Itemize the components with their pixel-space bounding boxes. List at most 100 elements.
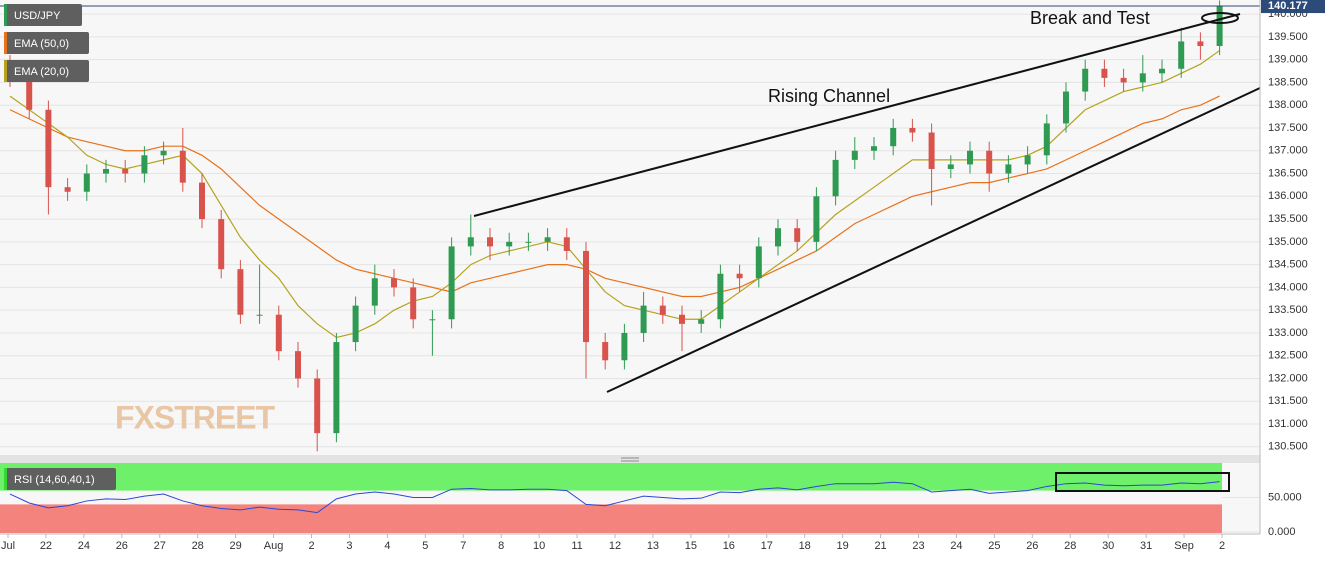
candle-body (467, 237, 474, 247)
legend-box[interactable] (4, 468, 116, 490)
candle-body (1082, 68, 1089, 92)
candle-body (755, 246, 762, 279)
y-tick-label: 134.500 (1268, 259, 1308, 271)
candle-body (429, 319, 436, 321)
candle-body (1216, 6, 1223, 47)
x-tick-label: 3 (346, 540, 352, 552)
x-tick-label: 24 (950, 540, 962, 552)
x-tick-label: Aug (264, 540, 284, 552)
candle-body (83, 173, 90, 192)
candle-body (1063, 91, 1069, 124)
candle-body (391, 278, 397, 288)
candle-body (525, 241, 532, 243)
x-tick-label: 15 (685, 540, 697, 552)
x-tick-label: 11 (571, 540, 582, 552)
candle-body (583, 250, 589, 343)
y-tick-label: 137.500 (1268, 122, 1308, 134)
annotation: Break and Test (1030, 8, 1150, 28)
y-tick-label: 50.000 (1268, 491, 1302, 503)
pane-divider[interactable] (0, 455, 1260, 463)
x-tick-label: 25 (988, 540, 1000, 552)
y-tick-label: 130.500 (1268, 441, 1308, 453)
candle-body (1043, 123, 1050, 156)
x-tick-label: 16 (723, 540, 735, 552)
rsi-lower-zone (0, 504, 1222, 533)
legend-box[interactable] (4, 4, 82, 26)
y-tick-label: 131.000 (1268, 418, 1308, 430)
candle-body (890, 127, 897, 147)
x-tick-label: Jul (1, 540, 15, 552)
x-tick-label: 4 (384, 540, 390, 552)
y-tick-label: 0.000 (1268, 526, 1296, 538)
legend-swatch (4, 4, 7, 26)
candle-body (563, 237, 570, 251)
y-tick-label: 137.000 (1268, 145, 1308, 157)
y-tick-label: 133.000 (1268, 327, 1308, 339)
legend-box[interactable] (4, 32, 89, 54)
candle-body (659, 305, 666, 315)
candle-body (775, 228, 781, 247)
candle-body (333, 342, 340, 434)
x-tick-label: 30 (1102, 540, 1114, 552)
y-tick-label: 132.500 (1268, 350, 1308, 362)
axes: 130.500 131.000 131.500 132.000 132.500 133.0… (1, 0, 1325, 552)
y-tick-label: 138.500 (1268, 76, 1308, 88)
candle-body (698, 319, 705, 324)
y-tick-label: 135.000 (1268, 236, 1308, 248)
x-tick-label: 8 (498, 540, 504, 552)
legend-swatch (4, 32, 7, 54)
x-tick-label: 26 (116, 540, 128, 552)
candle-body (1178, 41, 1185, 69)
channel-lower (606, 87, 1261, 393)
candle-body (141, 155, 148, 174)
legend-swatch (4, 60, 7, 82)
y-tick-label: 139.500 (1268, 31, 1308, 43)
x-tick-label: 28 (1064, 540, 1076, 552)
candle-body (64, 187, 71, 192)
candle-body (179, 150, 186, 183)
candle-body (621, 332, 628, 361)
candle-body (160, 150, 167, 156)
candle-body (295, 351, 301, 379)
candle-body (410, 287, 417, 320)
candle-body (1120, 77, 1127, 83)
candle-body (371, 278, 378, 306)
candle-body (928, 132, 935, 169)
candle-body (256, 314, 263, 316)
x-tick-label: 12 (609, 540, 621, 552)
x-tick-label: 2 (1219, 540, 1225, 552)
x-tick-label: 17 (761, 540, 773, 552)
x-tick-label: 27 (154, 540, 166, 552)
legend-label: EMA (20,0) (14, 66, 69, 78)
legend-label: EMA (50,0) (14, 38, 69, 50)
x-tick-label: 24 (78, 540, 90, 552)
x-tick-label: 28 (192, 540, 204, 552)
candle-body (1024, 155, 1031, 165)
y-tick-label: 131.500 (1268, 395, 1308, 407)
candle-body (237, 269, 244, 315)
candle-body (736, 273, 743, 279)
y-tick-label: 132.000 (1268, 372, 1308, 384)
candle-body (275, 314, 282, 352)
x-tick-label: 2 (308, 540, 314, 552)
y-tick-label: 136.500 (1268, 167, 1308, 179)
legend-box[interactable] (4, 60, 89, 82)
ema-line (9, 50, 1220, 339)
candle-body (1139, 73, 1146, 83)
rsi-upper-zone (0, 463, 1222, 491)
candle-body (717, 273, 724, 320)
legend-swatch (4, 468, 7, 490)
candle-body (45, 109, 52, 188)
x-tick-label: Sep (1174, 540, 1194, 552)
last-price-box (1261, 0, 1325, 14)
rsi-zones (0, 463, 1222, 533)
candle-body (103, 168, 109, 174)
candle-body (199, 182, 205, 220)
candle-body (986, 150, 993, 174)
candle-body (218, 219, 225, 270)
candle-body (794, 228, 801, 242)
candle-body (506, 241, 513, 247)
candle-body (1197, 41, 1204, 47)
candle-body (1101, 68, 1108, 78)
